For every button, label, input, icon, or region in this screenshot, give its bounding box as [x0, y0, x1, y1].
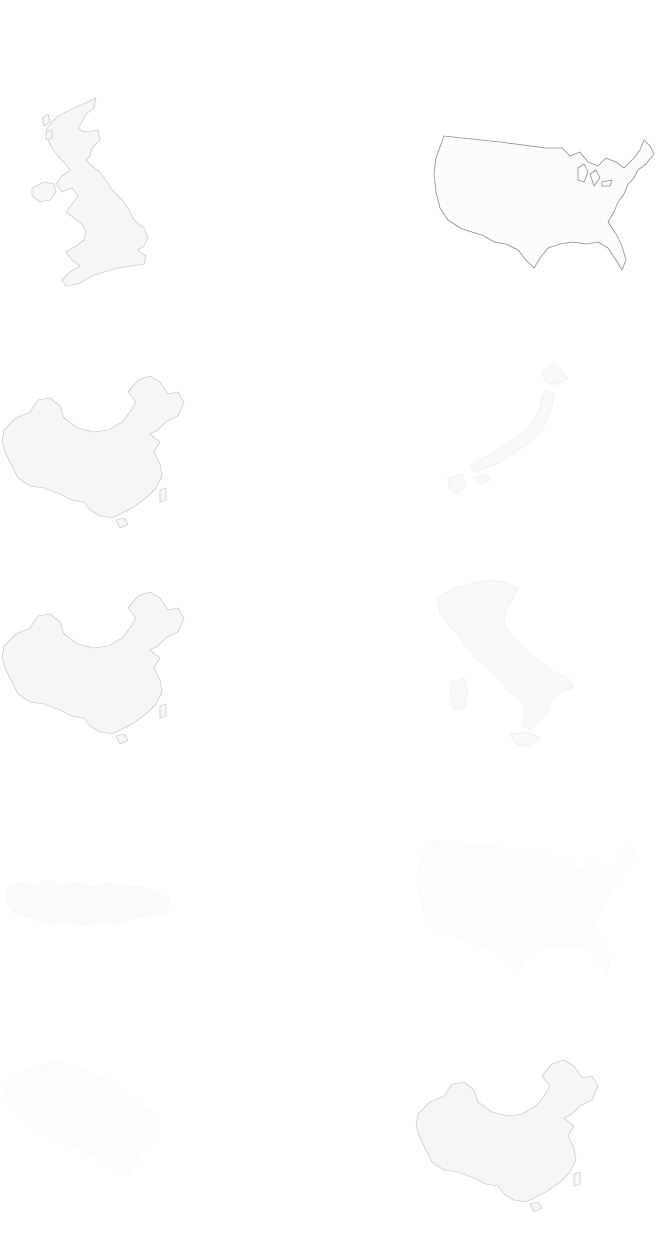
belgium-map-icon [5, 1061, 161, 1177]
country-tile-italy[interactable] [430, 574, 580, 750]
country-tile-japan[interactable] [430, 360, 580, 508]
italy-map-icon [437, 579, 575, 747]
country-tile-united-states[interactable] [430, 128, 656, 274]
country-tile-china[interactable] [414, 1056, 602, 1216]
country-tile-belgium[interactable] [0, 1054, 164, 1182]
united-states-map-icon [433, 135, 655, 271]
united-kingdom-map-icon [31, 97, 149, 287]
country-tile-united-kingdom[interactable] [26, 96, 156, 292]
japan-map-icon [447, 363, 569, 495]
country-tile-faint-shape[interactable] [0, 868, 176, 934]
china-map-icon [1, 591, 185, 745]
united-states-map-icon [417, 839, 639, 975]
china-map-icon [415, 1059, 599, 1213]
country-map-icon [5, 879, 171, 927]
country-tile-china[interactable] [0, 588, 188, 748]
country-tile-united-states[interactable] [414, 832, 640, 978]
china-map-icon [1, 375, 185, 529]
country-tile-china[interactable] [0, 372, 188, 532]
